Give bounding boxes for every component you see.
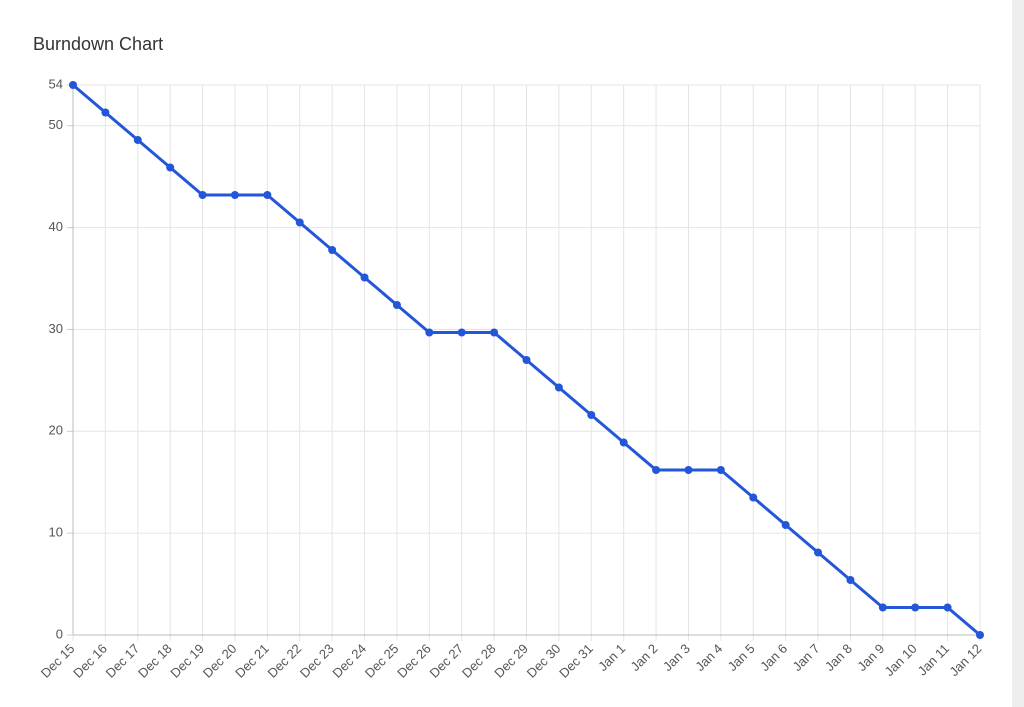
- point: [198, 191, 207, 199]
- y-tick-label: 54: [49, 76, 63, 91]
- chart-title: Burndown Chart: [33, 34, 163, 54]
- point: [943, 603, 952, 612]
- point: [781, 521, 790, 529]
- point: [976, 631, 984, 639]
- y-tick-label: 40: [49, 219, 63, 234]
- point: [457, 328, 466, 337]
- point: [749, 493, 758, 502]
- point: [911, 603, 920, 612]
- point: [263, 191, 272, 199]
- point: [846, 576, 855, 584]
- y-tick-label: 30: [49, 321, 63, 336]
- point: [360, 273, 369, 282]
- scroll-edge: [1012, 0, 1024, 707]
- point: [878, 603, 887, 612]
- point: [392, 301, 401, 309]
- y-tick-label: 10: [49, 525, 63, 540]
- point: [101, 108, 110, 117]
- y-tick-label: 0: [56, 626, 63, 641]
- point: [295, 218, 304, 227]
- point: [716, 466, 725, 474]
- point: [814, 548, 823, 557]
- point: [425, 328, 434, 337]
- point: [652, 466, 661, 474]
- point: [133, 136, 142, 144]
- point: [166, 163, 175, 172]
- point: [69, 81, 77, 89]
- point: [619, 438, 628, 447]
- point: [554, 383, 563, 392]
- point: [587, 411, 596, 419]
- y-tick-label: 20: [49, 423, 63, 438]
- point: [230, 191, 239, 199]
- point: [490, 328, 499, 337]
- y-tick-label: 50: [49, 117, 63, 132]
- point: [684, 466, 693, 474]
- point: [522, 356, 531, 364]
- point: [328, 246, 337, 254]
